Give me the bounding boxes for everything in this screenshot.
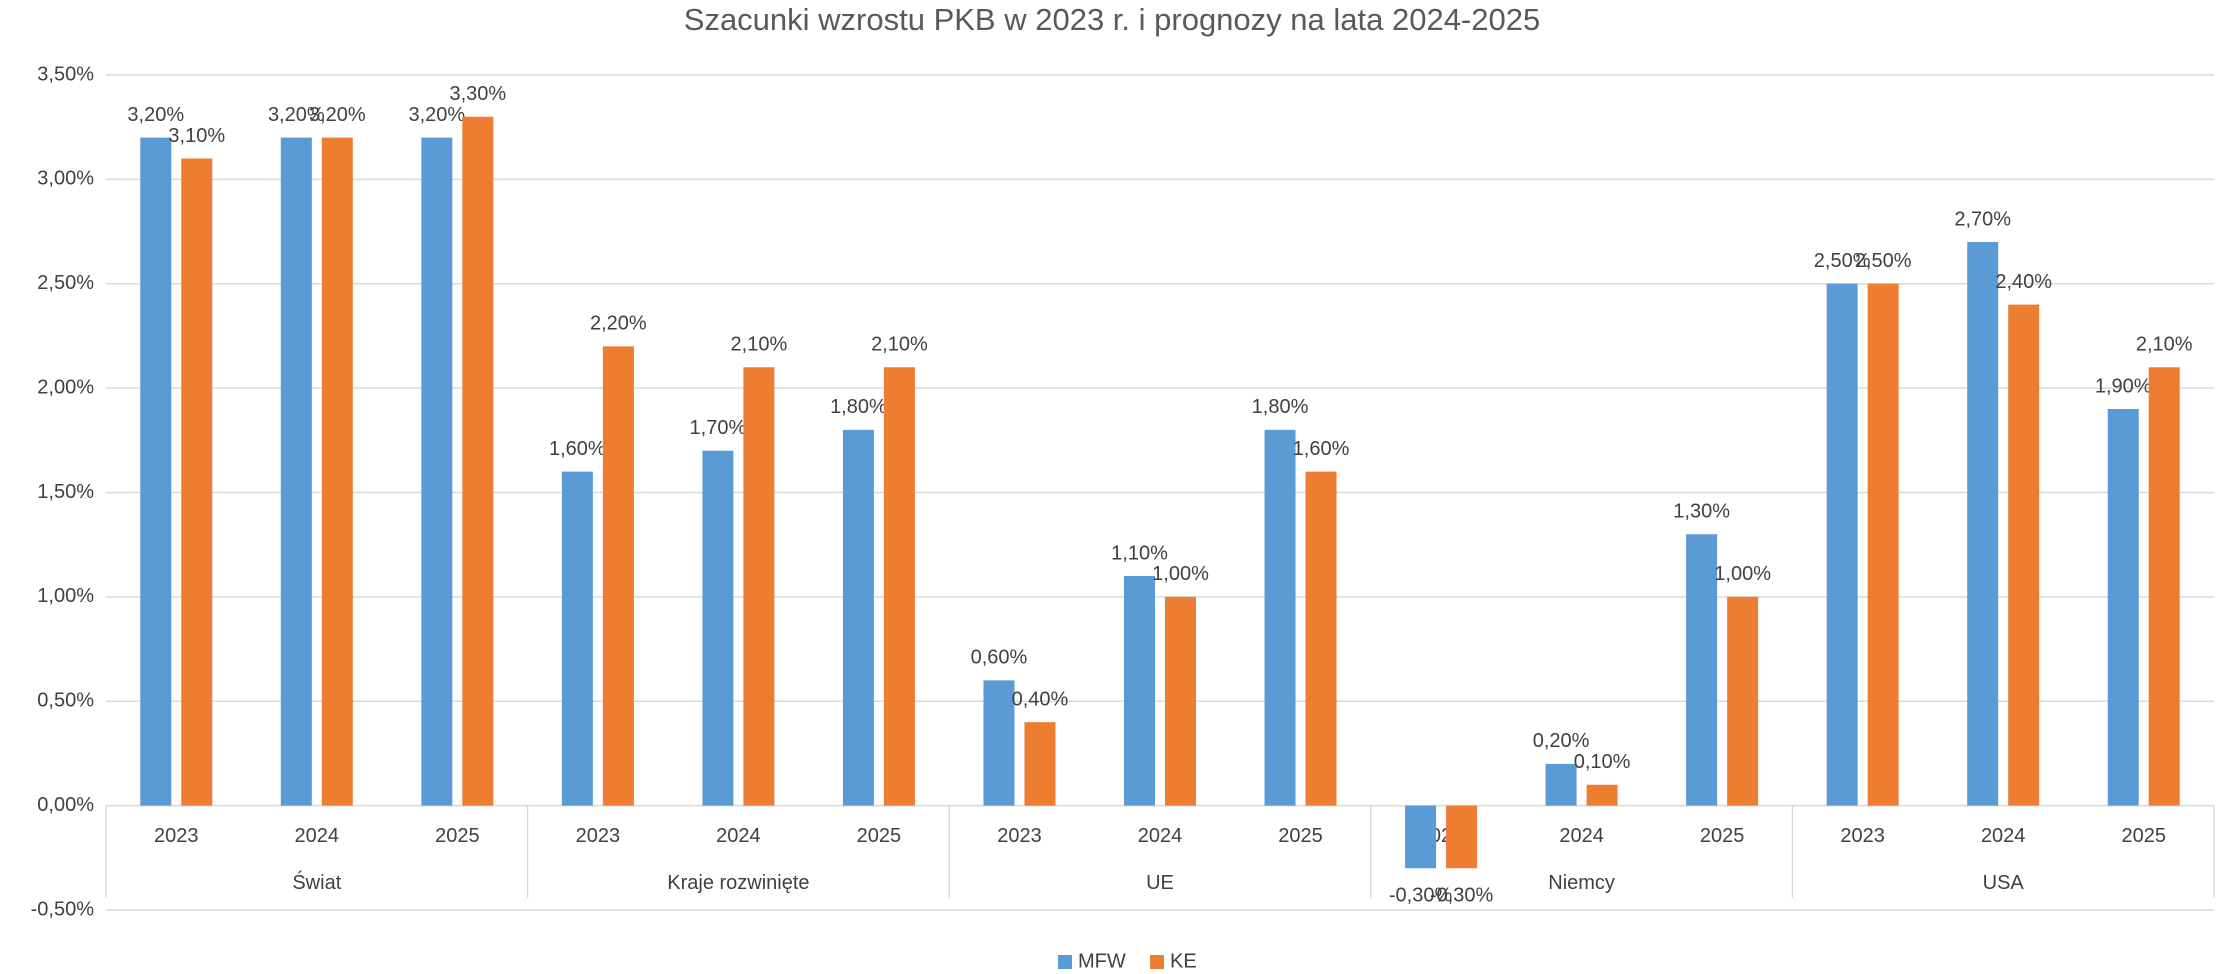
legend-label: MFW xyxy=(1078,950,1126,972)
x-tick-label: 2023 xyxy=(997,825,1042,847)
bar xyxy=(561,471,593,806)
data-label: 2,10% xyxy=(871,334,928,356)
bar xyxy=(2107,409,2139,806)
bar xyxy=(1165,596,1196,806)
data-label: 0,20% xyxy=(1533,730,1590,752)
data-label: 2,40% xyxy=(1995,271,2052,293)
x-tick-label: 2024 xyxy=(1559,825,1604,847)
x-tick-label: 2024 xyxy=(295,825,340,847)
data-label: 1,60% xyxy=(549,438,606,460)
data-label: 2,70% xyxy=(1954,208,2011,230)
group-label: Kraje rozwinięte xyxy=(667,872,809,894)
x-tick-label: 2024 xyxy=(716,825,761,847)
bar xyxy=(1024,722,1056,806)
bar xyxy=(421,137,453,806)
data-label: 0,10% xyxy=(1574,751,1631,773)
x-tick-label: 2025 xyxy=(2121,825,2166,847)
y-tick-label: 2,50% xyxy=(37,272,94,294)
y-tick-label: 2,00% xyxy=(37,376,94,398)
data-label: 2,10% xyxy=(2136,334,2193,356)
bar xyxy=(1305,471,1337,806)
x-tick-label: 2023 xyxy=(154,825,199,847)
bar xyxy=(743,367,775,806)
y-tick-label: 3,00% xyxy=(37,168,94,190)
bar xyxy=(1124,576,1155,806)
data-label: 1,80% xyxy=(1252,396,1309,418)
bar xyxy=(1967,242,1999,806)
legend-label: KE xyxy=(1170,950,1197,972)
bar xyxy=(1405,805,1437,869)
data-label: 1,00% xyxy=(1714,563,1771,585)
data-label: 1,10% xyxy=(1111,542,1168,564)
bar xyxy=(1826,283,1858,806)
bar xyxy=(2148,367,2180,806)
bar xyxy=(462,116,494,806)
x-tick-label: 2024 xyxy=(1138,825,1183,847)
bar xyxy=(280,137,312,806)
y-tick-label: 1,50% xyxy=(37,481,94,503)
group-label: UE xyxy=(1146,872,1174,894)
data-label: 3,20% xyxy=(309,104,366,126)
bar xyxy=(1727,596,1759,806)
y-tick-label: 3,50% xyxy=(37,63,94,85)
bar xyxy=(140,137,172,806)
bar xyxy=(2008,304,2040,806)
data-label: 2,10% xyxy=(731,334,788,356)
bar xyxy=(1867,283,1899,806)
data-label: 1,70% xyxy=(690,417,747,439)
bar xyxy=(1686,534,1718,806)
x-tick-label: 2025 xyxy=(435,825,480,847)
x-tick-label: 2025 xyxy=(1278,825,1323,847)
data-label: 1,60% xyxy=(1293,438,1350,460)
data-label: 3,10% xyxy=(168,125,225,147)
data-label: 1,80% xyxy=(830,396,887,418)
legend-swatch xyxy=(1058,955,1072,969)
data-label: 1,90% xyxy=(2095,375,2152,397)
bar xyxy=(1586,784,1618,806)
x-tick-label: 2023 xyxy=(576,825,621,847)
group-label: Świat xyxy=(292,870,341,894)
bar xyxy=(1446,805,1478,869)
legend-swatch xyxy=(1150,955,1164,969)
data-label: 1,30% xyxy=(1673,501,1730,523)
data-label: 2,20% xyxy=(590,313,647,335)
bar xyxy=(983,680,1015,806)
x-tick-label: 2025 xyxy=(857,825,902,847)
data-label: 3,20% xyxy=(268,104,325,126)
data-label: 1,00% xyxy=(1152,563,1209,585)
bar xyxy=(321,137,353,806)
x-tick-label: 2025 xyxy=(1700,825,1745,847)
group-label: USA xyxy=(1983,872,2025,894)
y-tick-label: 1,00% xyxy=(37,585,94,607)
y-tick-label: -0,50% xyxy=(31,898,95,920)
group-label: Niemcy xyxy=(1548,872,1615,894)
data-label: 0,40% xyxy=(1012,688,1069,710)
bar xyxy=(702,450,734,806)
bar xyxy=(1264,429,1296,806)
data-label: 3,20% xyxy=(408,104,465,126)
y-tick-label: 0,00% xyxy=(37,794,94,816)
data-label: 0,60% xyxy=(971,647,1028,669)
x-tick-label: 2023 xyxy=(1840,825,1885,847)
data-label: 3,20% xyxy=(127,104,184,126)
bar xyxy=(181,158,213,806)
bar xyxy=(1545,763,1577,806)
chart-title: Szacunki wzrostu PKB w 2023 r. i prognoz… xyxy=(684,2,1540,37)
data-label: 3,30% xyxy=(449,83,506,105)
data-label: -0,30% xyxy=(1389,885,1453,907)
data-label: -0,30% xyxy=(1430,885,1494,907)
bar xyxy=(602,346,634,806)
bar xyxy=(842,429,874,806)
data-label: 2,50% xyxy=(1814,250,1871,272)
data-label: 2,50% xyxy=(1855,250,1912,272)
bar xyxy=(883,367,915,806)
y-tick-label: 0,50% xyxy=(37,690,94,712)
x-tick-label: 2024 xyxy=(1981,825,2026,847)
